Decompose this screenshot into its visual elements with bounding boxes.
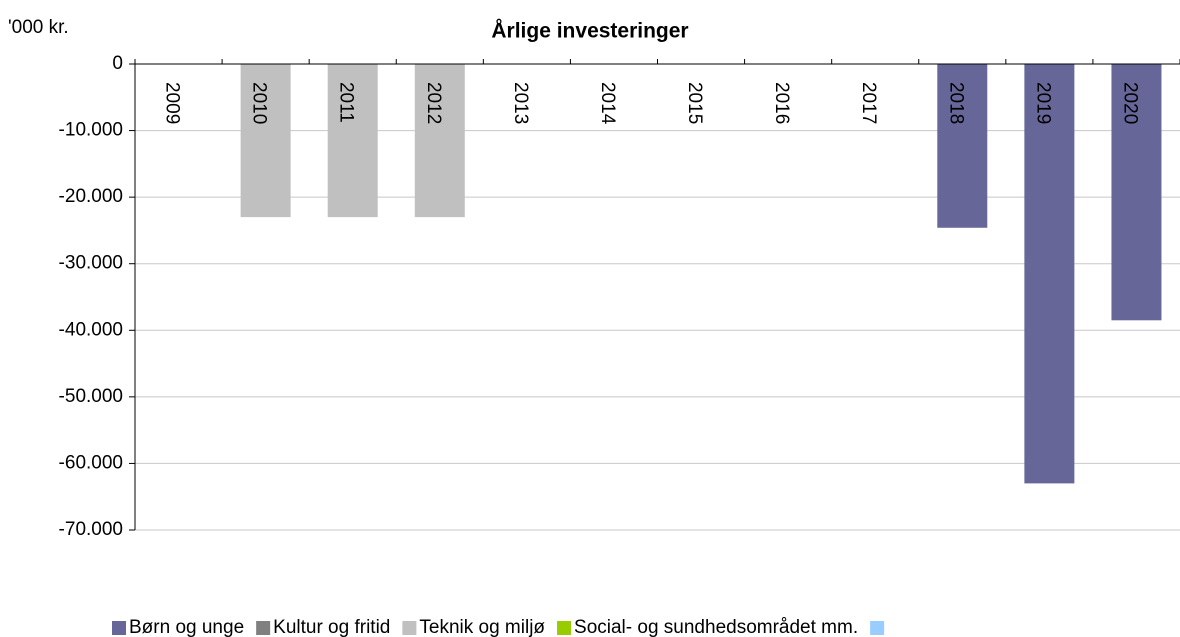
- bar: [937, 64, 988, 228]
- y-tick-label: -60.000: [59, 452, 123, 473]
- x-tick-label: 2011: [336, 82, 357, 123]
- chart-title: Årlige investeringer: [491, 19, 688, 43]
- y-tick-label: -20.000: [59, 186, 123, 207]
- y-tick-label: 0: [112, 53, 123, 74]
- x-tick-label: 2016: [771, 82, 792, 124]
- legend-label: Børn og unge: [129, 617, 244, 637]
- legend-swatch: [402, 621, 417, 635]
- y-tick-label: -50.000: [59, 386, 123, 407]
- x-tick-label: 2019: [1032, 82, 1053, 124]
- legend-label: Social- og sundhedsområdet mm.: [574, 617, 858, 637]
- legend-swatch: [112, 621, 126, 635]
- x-tick-label: 2020: [1119, 82, 1140, 124]
- y-tick-label: -70.000: [59, 519, 123, 540]
- y-tick-label: -10.000: [59, 120, 123, 141]
- bar: [414, 64, 465, 218]
- x-tick-label: 2014: [597, 82, 618, 125]
- legend-label: Teknik og miljø: [419, 617, 545, 637]
- y-tick-label: -40.000: [59, 319, 123, 340]
- bar: [327, 64, 378, 218]
- x-tick-label: 2013: [510, 82, 531, 124]
- x-tick-label: 2009: [162, 82, 183, 124]
- bar: [1024, 64, 1075, 484]
- x-tick-label: 2018: [945, 82, 966, 124]
- x-tick-label: 2015: [684, 82, 705, 124]
- bar: [240, 64, 291, 218]
- legend-swatch: [256, 621, 271, 635]
- y-axis-label: '000 kr.: [8, 17, 69, 38]
- x-tick-label: 2017: [858, 82, 879, 124]
- legend-label: Kultur og fritid: [273, 617, 390, 637]
- y-tick-label: -30.000: [59, 253, 123, 274]
- bar: [1111, 64, 1162, 321]
- x-tick-label: 2010: [249, 82, 270, 124]
- x-tick-label: 2012: [423, 82, 444, 124]
- legend-swatch: [557, 621, 572, 635]
- legend-swatch: [870, 621, 885, 635]
